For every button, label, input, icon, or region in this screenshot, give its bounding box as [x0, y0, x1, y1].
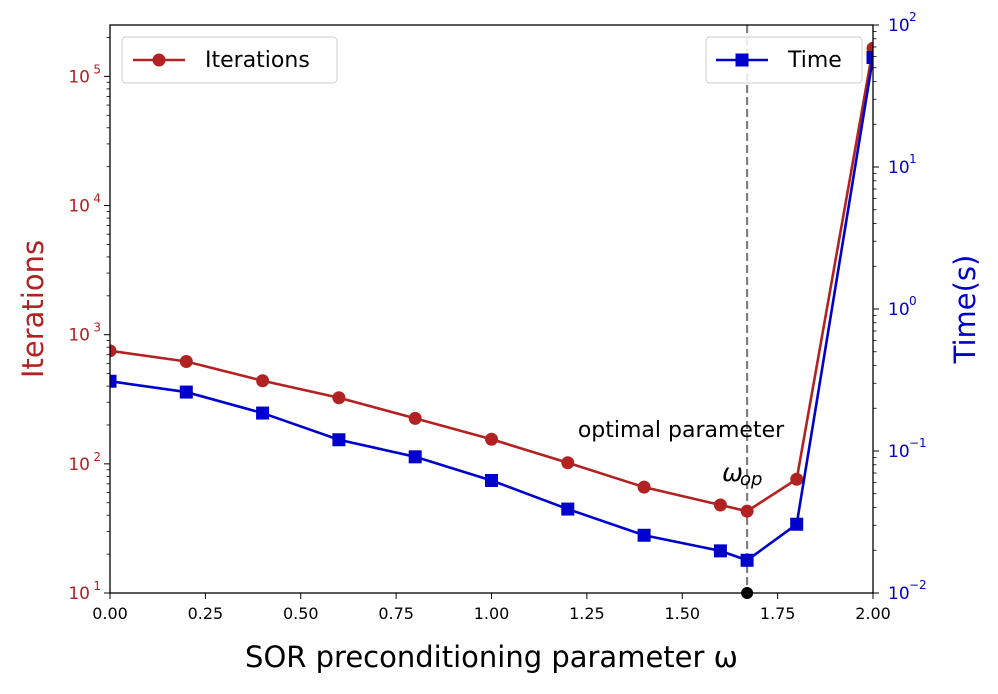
- data-point-time: [332, 433, 346, 447]
- series-line-time: [110, 57, 873, 562]
- y-right-tick-label: 10: [888, 16, 910, 36]
- y-left-tick-base: 10: [68, 455, 90, 475]
- x-tick-label: 2.00: [855, 604, 891, 623]
- y-right-tick-base: 10: [888, 16, 910, 36]
- data-point-time: [866, 51, 873, 65]
- series-time: [110, 51, 873, 567]
- legend-box-left: [121, 36, 338, 84]
- y-left-axis-label: Iterations: [16, 240, 50, 378]
- y-left-tick-exp: 5: [93, 62, 101, 76]
- y-right-tick-label: 10: [888, 158, 910, 178]
- y-right-tick-label: 10: [888, 584, 910, 604]
- x-axis-label: SOR preconditioning parameter ω: [245, 640, 738, 674]
- y-left-tick-label: 10: [68, 326, 90, 346]
- data-point-time: [408, 450, 422, 464]
- data-point-time: [790, 517, 804, 531]
- data-point-time: [713, 544, 727, 558]
- y-left-tick-exp: 2: [93, 450, 101, 464]
- y-left-tick-exp: 4: [93, 192, 101, 206]
- data-point-time: [256, 406, 270, 420]
- x-tick-label: 0.00: [92, 604, 128, 623]
- y-left-tick-exp: 3: [93, 321, 101, 335]
- data-point-iterations: [110, 344, 117, 358]
- data-point-iterations: [332, 391, 346, 405]
- y-left-tick-label: 10: [68, 455, 90, 475]
- data-point-time: [110, 374, 117, 388]
- x-tick-label: 1.00: [474, 604, 510, 623]
- y-right-tick-exp: −1: [909, 436, 927, 450]
- legend-label-time: Time: [787, 48, 842, 73]
- plot-frame: [109, 24, 874, 594]
- y-right-tick-exp: 0: [909, 294, 917, 308]
- legend-marker-iterations: [152, 53, 166, 67]
- series-line-iterations: [110, 48, 873, 513]
- y-left-tick-exp: 1: [93, 579, 101, 593]
- y-left-tick-label: 10: [68, 197, 90, 217]
- y-left-tick-base: 10: [68, 67, 90, 87]
- data-point-iterations: [790, 472, 804, 486]
- data-point-iterations: [637, 480, 651, 494]
- x-tick-label: 1.75: [760, 604, 796, 623]
- annotation-subscript: op: [740, 469, 762, 490]
- y-right-tick-base: 10: [888, 300, 910, 320]
- annotation-omega: ω: [722, 458, 743, 487]
- data-point-iterations: [179, 355, 193, 369]
- y-right-tick-exp: −2: [909, 578, 927, 592]
- data-point-iterations: [408, 411, 422, 425]
- y-right-tick-base: 10: [888, 158, 910, 178]
- data-point-time: [637, 528, 651, 542]
- legend-marker-time: [735, 53, 749, 67]
- data-point-time: [485, 473, 498, 487]
- data-point-iterations: [713, 498, 727, 512]
- series-iterations: [110, 41, 873, 518]
- x-tick-label: 0.75: [378, 604, 414, 623]
- y-right-tick-label: 10: [888, 300, 910, 320]
- data-point-time: [179, 385, 193, 399]
- y-left-tick-label: 10: [68, 67, 90, 87]
- data-point-iterations: [256, 374, 270, 388]
- x-tick-label: 1.25: [569, 604, 605, 623]
- y-right-tick-exp: 2: [909, 10, 917, 24]
- data-point-iterations: [561, 456, 575, 470]
- data-point-iterations: [485, 432, 498, 446]
- y-right-tick-label: 10: [888, 442, 910, 462]
- data-point-time: [740, 553, 754, 567]
- x-tick-label: 0.50: [283, 604, 319, 623]
- y-right-tick-exp: 1: [909, 152, 917, 166]
- y-left-tick-base: 10: [68, 584, 90, 604]
- annotation-text: optimal parameter: [578, 418, 785, 443]
- y-right-tick-base: 10: [888, 442, 910, 462]
- y-left-tick-label: 10: [68, 584, 90, 604]
- x-tick-label: 0.25: [188, 604, 224, 623]
- y-left-tick-base: 10: [68, 197, 90, 217]
- legend-box-right: [705, 36, 863, 84]
- y-left-tick-base: 10: [68, 326, 90, 346]
- legend-label-iterations: Iterations: [205, 48, 310, 73]
- y-right-axis-label: Time(s): [948, 255, 982, 365]
- y-right-tick-base: 10: [888, 584, 910, 604]
- data-point-iterations: [740, 504, 754, 518]
- x-tick-label: 1.50: [664, 604, 700, 623]
- data-point-time: [561, 502, 575, 516]
